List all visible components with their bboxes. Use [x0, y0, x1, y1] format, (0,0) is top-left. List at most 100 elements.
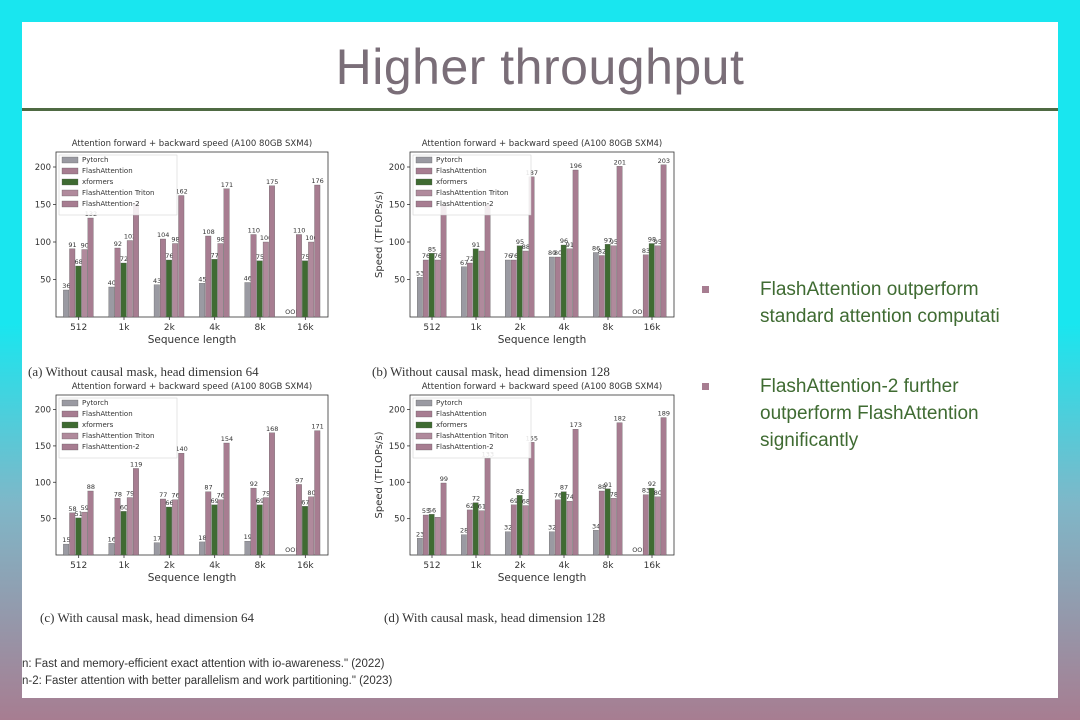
bar-flashattention — [510, 504, 517, 556]
bar-flashattention-triton — [81, 249, 88, 318]
data-label: 87 — [204, 484, 212, 492]
bullet-marker — [702, 286, 709, 293]
legend-box — [412, 397, 532, 459]
bar-xformers — [75, 265, 82, 318]
x-tick-label: 16k — [644, 323, 661, 333]
bar-xformers — [166, 259, 172, 318]
data-label: 67 — [460, 259, 468, 267]
chart-d-svg: Attention forward + backward speed (A100… — [374, 382, 675, 584]
bar-flashattention-triton — [126, 240, 133, 318]
bar-pytorch — [504, 259, 511, 318]
legend-entry: Pytorch — [436, 399, 462, 407]
data-label: 76 — [422, 252, 430, 260]
data-label: OOM — [632, 308, 648, 316]
bullet-1: FlashAttention outperform standard atten… — [702, 276, 1058, 330]
data-label: 83 — [642, 247, 650, 255]
bar-flashattention-triton — [566, 248, 573, 318]
legend-swatch-flashattention-2 — [415, 200, 433, 208]
bar-flashattention-2 — [314, 184, 321, 318]
legend-entry: FlashAttention-2 — [82, 443, 140, 451]
bullet-2-line-1: FlashAttention-2 further — [760, 376, 959, 397]
bullet-1-line-2: standard attention computati — [760, 306, 1000, 327]
data-label: 56 — [428, 506, 436, 514]
bar-pytorch — [244, 541, 251, 556]
x-tick-label: 16k — [644, 561, 661, 571]
legend-swatch-pytorch — [415, 156, 433, 164]
bar-pytorch — [504, 531, 511, 556]
bar-flashattention-2 — [572, 169, 579, 318]
bar-xformers — [256, 504, 263, 556]
data-label: 97 — [604, 236, 612, 244]
bar-flashattention-2 — [528, 176, 535, 318]
data-label: 175 — [266, 178, 278, 186]
data-label: 88 — [598, 483, 606, 491]
data-label: 91 — [68, 241, 76, 249]
x-tick-label: 2k — [164, 561, 176, 571]
bar-flashattention-triton — [217, 243, 224, 318]
bar-xformers — [75, 517, 82, 556]
y-tick-label: 150 — [35, 201, 51, 211]
legend-box — [58, 154, 178, 216]
bar-xformers — [428, 253, 435, 318]
bar-flashattention-2 — [616, 422, 623, 556]
data-label: 23 — [416, 530, 424, 538]
data-label: 76 — [165, 252, 173, 260]
chart-a: Attention forward + backward speed (A100… — [22, 134, 332, 349]
legend-entry: FlashAttention — [82, 167, 133, 175]
y-tick-label: 50 — [40, 276, 51, 286]
bar-pytorch — [63, 289, 70, 318]
bar-flashattention — [510, 259, 517, 318]
data-label: 76 — [510, 252, 518, 260]
reference-2: n-2: Faster attention with better parall… — [22, 675, 393, 687]
chart-title: Attention forward + backward speed (A100… — [422, 382, 663, 392]
legend-swatch-flashattention — [61, 167, 79, 175]
x-tick-label: 8k — [255, 323, 267, 333]
data-label: 58 — [68, 505, 76, 513]
data-label: 196 — [570, 162, 582, 170]
bar-xformers — [516, 245, 523, 318]
bar-pytorch — [548, 256, 555, 318]
data-label: 78 — [610, 490, 618, 498]
bar-flashattention — [554, 256, 561, 318]
bar-flashattention-triton — [172, 499, 179, 556]
data-label: 171 — [311, 423, 323, 431]
x-tick-label: 8k — [255, 561, 267, 571]
data-label: 55 — [422, 507, 430, 515]
bullet-2: FlashAttention-2 further outperform Flas… — [702, 373, 1058, 454]
data-label: 36 — [62, 282, 70, 290]
data-label: 82 — [516, 487, 524, 495]
data-label: 80 — [554, 249, 562, 257]
caption-c: (c) With causal mask, head dimension 64 — [40, 610, 255, 625]
bar-flashattention-triton — [262, 241, 269, 318]
bar-pytorch — [244, 282, 251, 318]
data-label: OOM — [285, 546, 301, 554]
bar-pytorch — [592, 252, 599, 318]
x-tick-label: 2k — [515, 561, 527, 571]
data-label: 96 — [560, 237, 568, 245]
data-label: 18 — [198, 534, 206, 542]
bar-flashattention — [69, 512, 76, 556]
data-label: 77 — [159, 491, 167, 499]
bullet-2-line-3: significantly — [760, 430, 859, 451]
chart-title: Attention forward + backward speed (A100… — [422, 139, 663, 149]
data-label: 75 — [256, 253, 264, 261]
bar-flashattention-2 — [269, 432, 275, 556]
data-label: 86 — [592, 245, 600, 253]
legend-entry: FlashAttention-2 — [436, 443, 494, 451]
data-label: 171 — [221, 181, 233, 189]
data-label: 91 — [604, 481, 612, 489]
x-tick-label: 8k — [603, 323, 615, 333]
bar-flashattention-triton — [610, 245, 617, 318]
data-label: 51 — [75, 510, 83, 518]
legend-swatch-flashattention-2 — [61, 200, 79, 208]
bar-pytorch — [461, 266, 467, 318]
bar-xformers — [211, 504, 218, 556]
bar-flashattention — [160, 238, 166, 318]
data-label: 176 — [311, 177, 323, 185]
bar-flashattention-2 — [528, 442, 535, 556]
bar-flashattention-triton — [434, 259, 441, 318]
bar-flashattention-2 — [269, 185, 275, 318]
bar-flashattention-2 — [616, 166, 623, 318]
data-label: 98 — [217, 236, 225, 244]
bar-flashattention-triton — [522, 250, 529, 318]
